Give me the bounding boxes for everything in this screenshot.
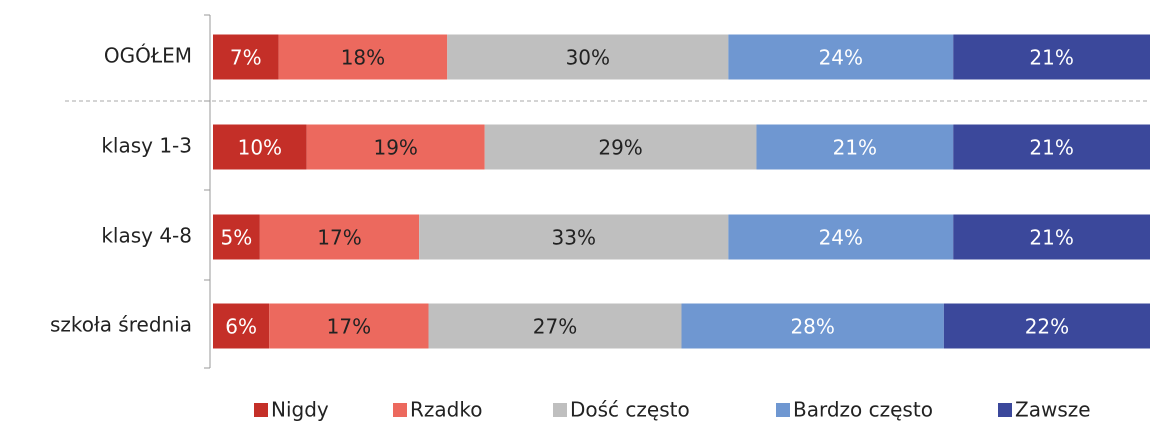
legend-label: Nigdy xyxy=(271,398,329,422)
value-label: 22% xyxy=(1025,315,1069,339)
bar-segment xyxy=(953,34,1150,80)
bar-segment xyxy=(213,303,270,349)
category-label: OGÓŁEM xyxy=(104,44,192,68)
value-label: 7% xyxy=(230,46,262,70)
legend-label: Rzadko xyxy=(410,398,482,422)
bar-segment xyxy=(213,214,260,260)
bar-segment xyxy=(943,303,1150,349)
bar-segment xyxy=(306,124,485,170)
bar-segment xyxy=(428,303,682,349)
category-label: klasy 1-3 xyxy=(101,134,192,158)
bar-segment xyxy=(269,303,429,349)
bar-segment xyxy=(484,124,757,170)
value-label: 33% xyxy=(552,226,596,250)
value-label: 6% xyxy=(225,315,257,339)
bar-segment xyxy=(447,34,729,80)
value-label: 29% xyxy=(598,136,642,160)
legend-swatch xyxy=(776,403,790,417)
value-label: 17% xyxy=(317,226,361,250)
bar-segment xyxy=(213,124,307,170)
legend-label: Bardzo często xyxy=(793,398,933,422)
value-label: 5% xyxy=(221,226,253,250)
bar-segment xyxy=(728,34,954,80)
bar-segment xyxy=(419,214,729,260)
bar-segment xyxy=(953,124,1150,170)
value-label: 21% xyxy=(1029,226,1073,250)
value-label: 21% xyxy=(1029,136,1073,160)
legend-swatch xyxy=(998,403,1012,417)
value-label: 24% xyxy=(819,226,863,250)
bar-segment xyxy=(681,303,944,349)
value-label: 28% xyxy=(790,315,834,339)
legend-swatch xyxy=(553,403,567,417)
bar-segment xyxy=(259,214,420,260)
legend-swatch xyxy=(254,403,268,417)
value-label: 21% xyxy=(1029,46,1073,70)
category-label: klasy 4-8 xyxy=(101,224,192,248)
value-label: 18% xyxy=(341,46,385,70)
bar-segment xyxy=(953,214,1150,260)
value-label: 21% xyxy=(833,136,877,160)
legend-swatch xyxy=(393,403,407,417)
value-label: 17% xyxy=(327,315,371,339)
value-label: 19% xyxy=(373,136,417,160)
bar-segment xyxy=(728,214,954,260)
value-label: 10% xyxy=(238,136,282,160)
bar-segment xyxy=(278,34,448,80)
value-label: 24% xyxy=(819,46,863,70)
value-label: 30% xyxy=(566,46,610,70)
category-label: szkoła średnia xyxy=(50,313,192,337)
bar-segment xyxy=(213,34,279,80)
value-label: 27% xyxy=(533,315,577,339)
legend-label: Dość często xyxy=(570,398,690,422)
legend-label: Zawsze xyxy=(1015,398,1091,422)
bar-segment xyxy=(756,124,954,170)
